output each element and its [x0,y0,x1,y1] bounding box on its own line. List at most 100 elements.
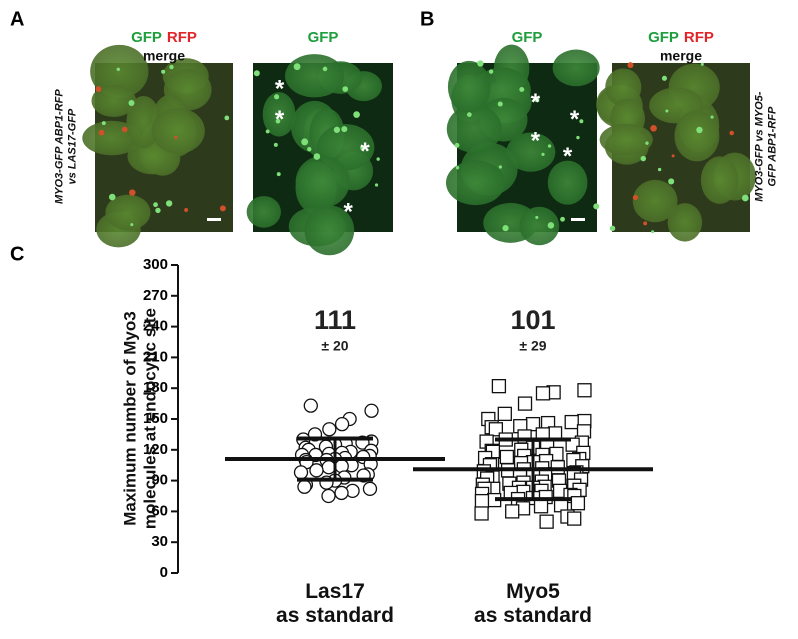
data-point [309,463,324,478]
sd-label: ± 29 [519,338,546,354]
patch [253,70,260,77]
patch [161,69,166,74]
patch [129,189,136,196]
patch [374,183,379,187]
data-point [321,460,336,475]
patch [696,126,703,134]
mean-label: 111 [314,305,356,335]
channel-label: GFP [308,29,339,46]
patch [153,202,158,208]
patch [98,129,105,136]
patch [184,208,189,212]
data-point [364,403,379,418]
data-point [334,485,349,501]
cell [599,123,653,156]
patch [376,157,380,161]
patch [640,155,647,162]
patch [700,62,704,66]
data-point [539,514,554,529]
data-point [497,406,512,422]
cell [547,160,588,205]
patch [661,75,668,81]
patch [273,142,278,147]
patch [593,203,600,210]
cell [445,160,505,206]
cell-marker: * [531,128,541,155]
image-header: GFP [308,29,339,46]
patch [313,153,321,160]
cell [151,108,205,154]
image-caption: merge [143,48,185,64]
image-caption: merge [660,48,702,64]
cell [700,156,739,204]
cell [90,44,149,99]
patch [729,130,734,136]
patch [307,147,312,152]
data-point [293,465,309,480]
patch [454,142,460,148]
patch [265,129,270,134]
patch [130,223,134,227]
patch [710,115,714,119]
patch [657,167,662,172]
patch [275,118,281,124]
patch [322,66,328,72]
y-tick-label: 300 [143,256,168,273]
patch [116,67,120,71]
patch [174,135,178,140]
patch [497,101,503,107]
patch [547,222,555,229]
image-header: GFP RFP [131,29,197,46]
panel-label: B [420,8,434,30]
x-tick-label: Las17 as standard [276,580,394,628]
y-tick-label: 30 [151,533,168,550]
channel-label: GFP [131,29,162,46]
patch [645,141,649,145]
channel-label: GFP [512,29,543,46]
y-tick-label: 180 [143,379,168,396]
cell-marker: * [360,138,370,165]
patch [547,144,552,148]
y-tick-label: 90 [151,472,168,489]
cell [674,110,720,162]
patch [643,221,648,226]
cell [519,206,560,246]
data-point [491,378,507,394]
patch [466,112,472,117]
cell-marker: * [570,106,580,133]
patch [477,60,484,67]
patch [535,215,539,219]
data-point [474,506,489,521]
sd-label: ± 20 [321,338,348,354]
data-point [570,496,586,511]
y-tick-label: 0 [160,564,168,581]
patch [498,165,502,169]
patch [121,126,128,133]
y-tick-label: 60 [151,502,168,519]
cell [506,132,556,172]
channel-label: GFP [648,29,679,46]
patch [668,178,675,185]
patch [342,86,349,92]
patch [560,216,565,222]
data-point [334,416,350,432]
patch [665,109,669,113]
patch [165,200,173,207]
data-point [577,383,592,398]
data-point [297,479,312,494]
patch [502,225,509,232]
patch [353,111,360,118]
patch [576,135,580,140]
y-tick-label: 210 [143,348,168,365]
cell [246,196,281,228]
cell [552,49,600,87]
data-point [505,504,520,519]
patch [155,207,161,214]
data-point [533,499,549,514]
patch [488,69,494,74]
patch [534,96,540,103]
channel-label: RFP [684,29,714,46]
data-point [322,422,337,437]
